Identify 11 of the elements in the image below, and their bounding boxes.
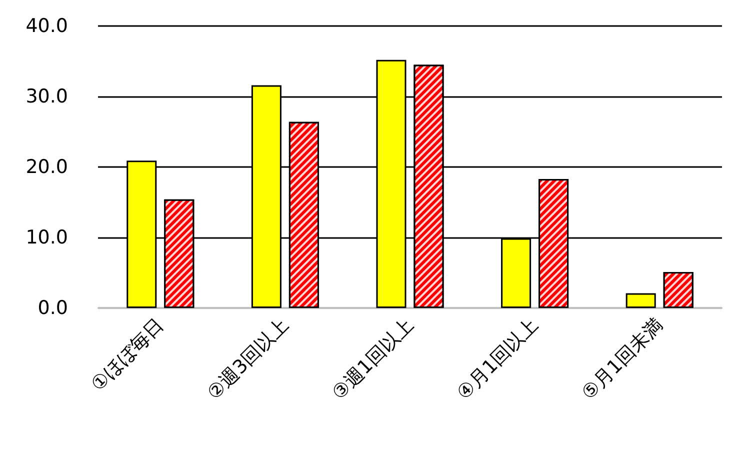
y-tick-label: 0.0	[38, 297, 68, 319]
x-tick-label: ①ほぼ毎日	[86, 314, 168, 396]
y-tick-label: 10.0	[26, 226, 68, 248]
x-tick-label: ②週3回以上	[203, 314, 293, 404]
x-tick-label: ⑤月1回未満	[578, 314, 668, 404]
bar	[626, 293, 656, 308]
y-tick-label: 40.0	[26, 15, 68, 37]
y-tick-label: 20.0	[26, 156, 68, 178]
x-tick-label: ④月1回以上	[452, 314, 543, 404]
x-tick-label: ③週1回以上	[328, 314, 418, 404]
y-tick-label: 30.0	[26, 86, 68, 108]
